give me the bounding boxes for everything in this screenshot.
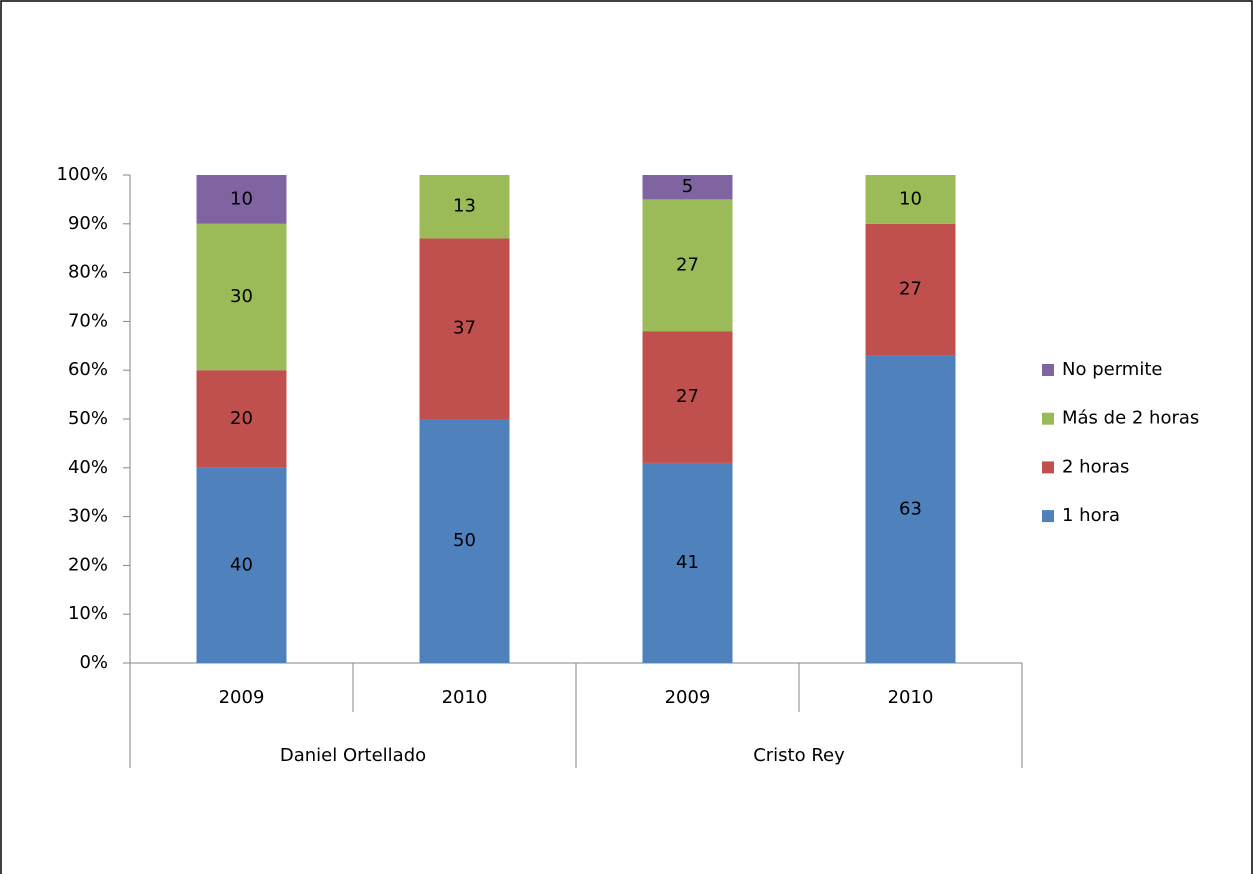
legend-label: 2 horas [1062,456,1129,477]
x-tick-label: 2010 [442,687,488,708]
y-tick-label: 80% [68,262,108,283]
bar-segment [419,419,510,663]
group-label: Daniel Ortellado [280,745,426,766]
y-tick-label: 40% [68,457,108,478]
x-tick-label: 2010 [888,687,934,708]
bar-segment [642,199,733,332]
y-tick-label: 0% [79,652,108,673]
legend-label: Más de 2 horas [1062,408,1199,429]
bar-segment [196,223,287,371]
data-label: 41 [676,552,699,573]
group-label: Cristo Rey [753,745,845,766]
bar-segment [865,175,956,224]
data-label: 5 [682,176,693,197]
data-label: 10 [230,188,253,209]
x-tick-label: 2009 [665,687,711,708]
x-tick-label: 2009 [219,687,265,708]
bar-segment [642,331,733,463]
legend-label: No permite [1062,359,1162,380]
data-label: 27 [899,279,922,300]
legend-swatch [1042,412,1054,425]
bar-segment [196,467,287,663]
legend-swatch [1042,364,1054,376]
data-label: 50 [453,530,476,551]
data-label: 63 [899,498,922,519]
bar-segment [196,175,287,224]
legend-label: 1 hora [1062,505,1120,526]
y-tick-label: 10% [68,603,108,624]
bar-segment [419,238,510,419]
y-tick-label: 70% [68,310,108,331]
data-label: 27 [676,254,699,275]
y-tick-label: 30% [68,506,108,527]
y-tick-label: 20% [68,554,108,575]
y-tick-label: 90% [68,213,108,234]
data-label: 20 [230,408,253,429]
legend-swatch [1042,510,1054,523]
data-label: 13 [453,196,476,217]
legend-swatch [1042,461,1054,474]
bar-segment [196,370,287,468]
data-label: 37 [453,318,476,339]
bar-segment [642,462,733,663]
bar-segment [419,175,510,239]
bar-segment [865,223,956,356]
data-label: 40 [230,554,253,575]
bar-segment [642,175,733,200]
y-tick-label: 100% [57,164,108,185]
data-label: 27 [676,386,699,407]
data-label: 10 [899,188,922,209]
y-tick-label: 60% [68,359,108,380]
data-label: 30 [230,286,253,307]
bar-segment [865,355,956,663]
y-tick-label: 50% [68,408,108,429]
